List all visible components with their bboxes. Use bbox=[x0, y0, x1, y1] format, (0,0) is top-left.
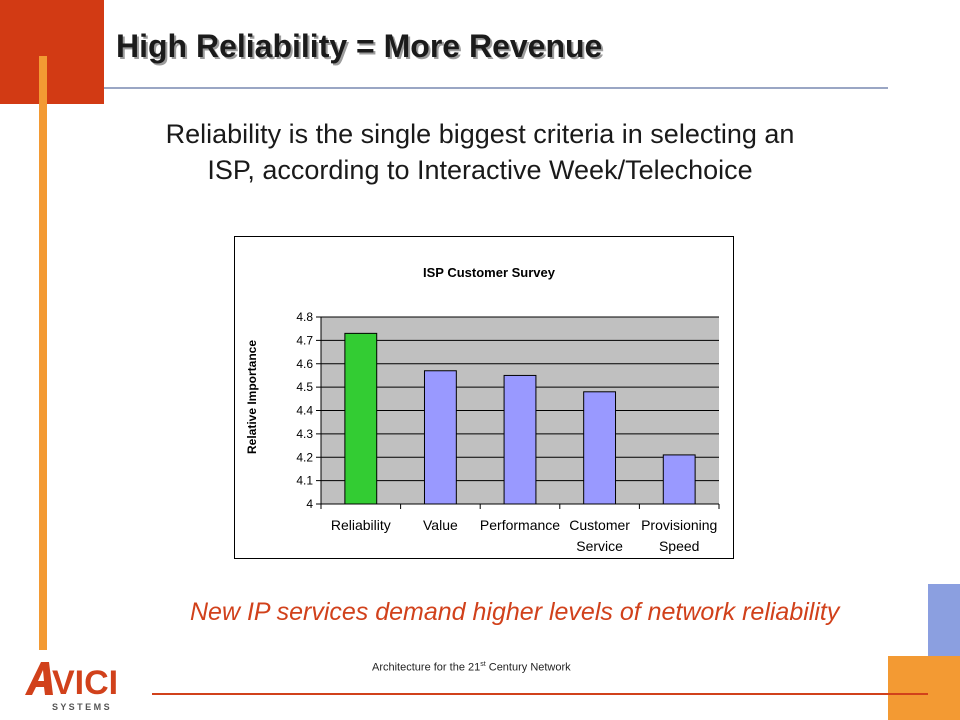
logo-subtext: S Y S T E M S bbox=[52, 702, 110, 712]
plot-area: 4 4.1 4.2 4.3 4.4 4.5 4.6 4.7 4.8 Reliability Valu… bbox=[296, 310, 720, 554]
chart-panel: ISP Customer Survey Relative Importance … bbox=[234, 236, 734, 559]
bar bbox=[662, 454, 696, 505]
y-tick-label: 4.4 bbox=[296, 404, 313, 418]
logo-wordmark: VICI bbox=[52, 664, 118, 702]
bar bbox=[423, 370, 457, 505]
bar bbox=[503, 374, 537, 505]
x-tick-label: Value bbox=[423, 517, 458, 533]
bar-chart: ISP Customer Survey Relative Importance … bbox=[245, 265, 720, 554]
subtitle-line-1: Reliability is the single biggest criter… bbox=[165, 119, 795, 149]
right-accent-block-orange bbox=[888, 656, 960, 720]
slide-subtitle: Reliability is the single biggest criter… bbox=[80, 116, 880, 188]
bar bbox=[344, 332, 378, 505]
y-tick-label: 4.2 bbox=[296, 450, 313, 464]
y-tick-label: 4.1 bbox=[296, 474, 313, 488]
footer-superscript: st bbox=[480, 661, 486, 668]
title-underline bbox=[104, 87, 888, 89]
y-tick-label: 4.3 bbox=[296, 427, 313, 441]
x-tick-label: Customer Service bbox=[569, 517, 630, 554]
y-tick-label: 4 bbox=[306, 497, 313, 511]
y-axis-label: Relative Importance bbox=[245, 340, 259, 454]
footer-divider bbox=[152, 693, 928, 695]
bar bbox=[583, 391, 617, 505]
x-tick-label: Reliability bbox=[331, 517, 391, 533]
y-tick-label: 4.7 bbox=[296, 333, 313, 347]
corner-accent-block bbox=[0, 0, 104, 104]
logo-a-mark-icon bbox=[25, 662, 53, 695]
footer-text: Architecture for the 21 bbox=[372, 661, 481, 674]
y-tick-label: 4.6 bbox=[296, 357, 313, 371]
avici-logo: VICI S Y S T E M S bbox=[25, 662, 118, 712]
right-accent-block-blue bbox=[928, 584, 960, 656]
y-tick-label: 4.5 bbox=[296, 380, 313, 394]
subtitle-line-2: ISP, according to Interactive Week/Telec… bbox=[207, 155, 753, 185]
left-accent-bar bbox=[39, 56, 47, 650]
slide-title: High Reliability = More Revenue bbox=[116, 28, 603, 64]
slide-tagline: New IP services demand higher levels of … bbox=[190, 598, 840, 626]
x-tick-label: Provisioning Speed bbox=[641, 517, 717, 554]
x-tick-label: Performance bbox=[480, 517, 560, 533]
chart-title: ISP Customer Survey bbox=[423, 265, 556, 280]
y-tick-label: 4.8 bbox=[296, 310, 313, 324]
footer-text-end: Century Network bbox=[485, 661, 571, 674]
slide-footer: Architecture for the 21st Century Networ… bbox=[372, 661, 571, 674]
